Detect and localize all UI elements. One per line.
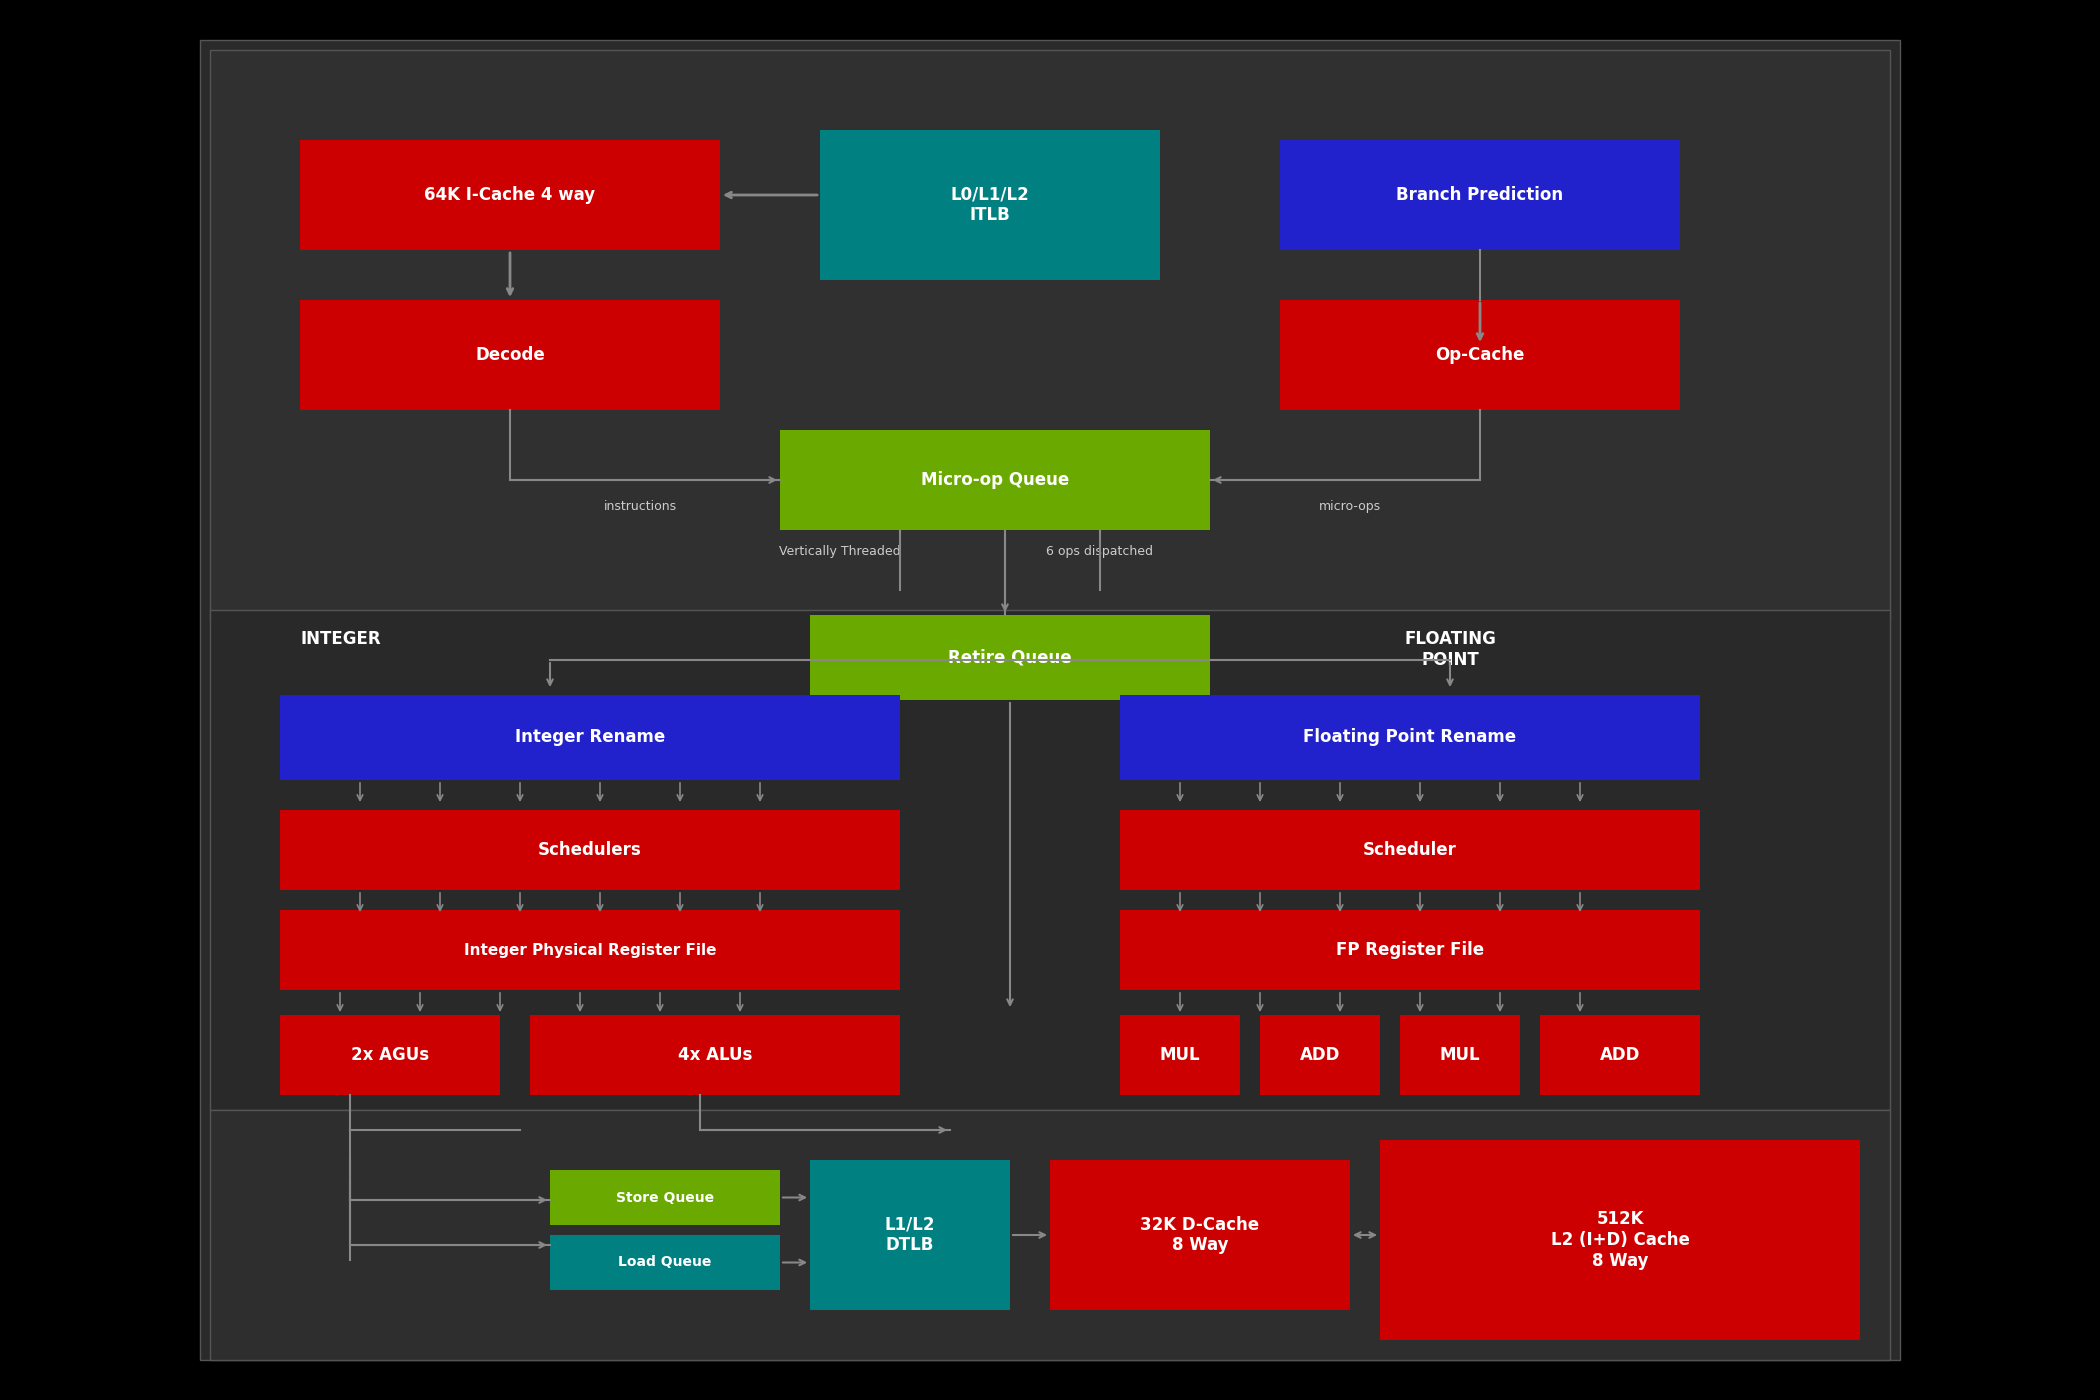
- FancyBboxPatch shape: [1401, 1015, 1520, 1095]
- FancyBboxPatch shape: [1119, 694, 1701, 780]
- FancyBboxPatch shape: [1119, 811, 1701, 890]
- Text: 64K I-Cache 4 way: 64K I-Cache 4 way: [424, 186, 596, 204]
- Text: Floating Point Rename: Floating Point Rename: [1304, 728, 1516, 746]
- FancyBboxPatch shape: [210, 610, 1890, 1110]
- Text: Load Queue: Load Queue: [617, 1256, 712, 1270]
- FancyBboxPatch shape: [550, 1235, 779, 1289]
- FancyBboxPatch shape: [529, 1015, 901, 1095]
- Text: 32K D-Cache
8 Way: 32K D-Cache 8 Way: [1140, 1215, 1260, 1254]
- Text: Micro-op Queue: Micro-op Queue: [922, 470, 1069, 489]
- FancyBboxPatch shape: [300, 140, 720, 251]
- Text: Integer Rename: Integer Rename: [514, 728, 666, 746]
- FancyBboxPatch shape: [200, 41, 1900, 1359]
- Text: Decode: Decode: [475, 346, 544, 364]
- Text: ADD: ADD: [1600, 1046, 1640, 1064]
- Text: Store Queue: Store Queue: [615, 1190, 714, 1204]
- FancyBboxPatch shape: [811, 1161, 1010, 1310]
- FancyBboxPatch shape: [279, 694, 901, 780]
- Text: 2x AGUs: 2x AGUs: [351, 1046, 428, 1064]
- FancyBboxPatch shape: [300, 300, 720, 410]
- Text: Integer Physical Register File: Integer Physical Register File: [464, 942, 716, 958]
- FancyBboxPatch shape: [1539, 1015, 1701, 1095]
- Text: MUL: MUL: [1441, 1046, 1480, 1064]
- Text: 6 ops dispatched: 6 ops dispatched: [1046, 545, 1153, 559]
- FancyBboxPatch shape: [819, 130, 1159, 280]
- Text: 4x ALUs: 4x ALUs: [678, 1046, 752, 1064]
- Text: FLOATING
POINT: FLOATING POINT: [1405, 630, 1495, 669]
- FancyBboxPatch shape: [550, 1170, 779, 1225]
- FancyBboxPatch shape: [279, 811, 901, 890]
- FancyBboxPatch shape: [210, 1110, 1890, 1359]
- Text: Vertically Threaded: Vertically Threaded: [779, 545, 901, 559]
- FancyBboxPatch shape: [1281, 300, 1680, 410]
- FancyBboxPatch shape: [1119, 1015, 1239, 1095]
- FancyBboxPatch shape: [210, 50, 1890, 620]
- Text: instructions: instructions: [603, 500, 676, 512]
- Text: Retire Queue: Retire Queue: [949, 648, 1071, 666]
- FancyBboxPatch shape: [1050, 1161, 1350, 1310]
- FancyBboxPatch shape: [279, 910, 901, 990]
- FancyBboxPatch shape: [811, 615, 1210, 700]
- Text: 512K
L2 (I+D) Cache
8 Way: 512K L2 (I+D) Cache 8 Way: [1550, 1210, 1688, 1270]
- Text: ADD: ADD: [1300, 1046, 1340, 1064]
- FancyBboxPatch shape: [1119, 910, 1701, 990]
- FancyBboxPatch shape: [1260, 1015, 1380, 1095]
- Text: INTEGER: INTEGER: [300, 630, 380, 648]
- Text: Op-Cache: Op-Cache: [1434, 346, 1525, 364]
- Text: L0/L1/L2
ITLB: L0/L1/L2 ITLB: [951, 186, 1029, 224]
- Text: L1/L2
DTLB: L1/L2 DTLB: [884, 1215, 935, 1254]
- Text: Branch Prediction: Branch Prediction: [1396, 186, 1564, 204]
- Text: FP Register File: FP Register File: [1336, 941, 1485, 959]
- Text: micro-ops: micro-ops: [1319, 500, 1382, 512]
- FancyBboxPatch shape: [1281, 140, 1680, 251]
- Text: MUL: MUL: [1159, 1046, 1201, 1064]
- Text: Schedulers: Schedulers: [538, 841, 643, 860]
- FancyBboxPatch shape: [279, 1015, 500, 1095]
- FancyBboxPatch shape: [779, 430, 1210, 531]
- Text: Scheduler: Scheduler: [1363, 841, 1457, 860]
- FancyBboxPatch shape: [1380, 1140, 1861, 1340]
